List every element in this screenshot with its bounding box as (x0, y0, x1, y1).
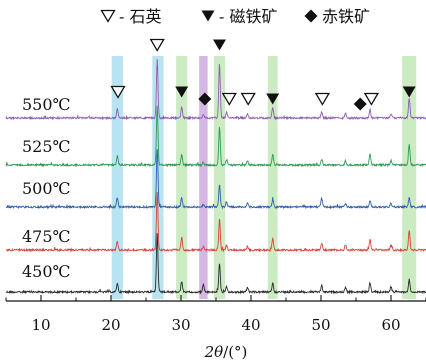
legend: - 石英 - 磁铁矿 赤铁矿 (100, 7, 370, 26)
legend-label: 赤铁矿 (322, 7, 370, 26)
quartz-marker-icon (221, 92, 237, 106)
quartz-marker-icon (240, 92, 256, 106)
xrd-series-line (5, 149, 426, 210)
xrd-series-line (5, 192, 426, 253)
x-axis: 10 20 30 40 50 60 (5, 295, 426, 334)
temperature-label: 475℃ (22, 227, 70, 246)
peak-band (267, 56, 278, 299)
x-tick-label: 20 (101, 316, 120, 334)
x-tick-label: 60 (381, 316, 400, 334)
xrd-series-line (5, 233, 426, 295)
legend-item: - 磁铁矿 (201, 7, 278, 26)
quartz-marker-icon (363, 92, 380, 106)
peak-band (111, 56, 123, 299)
x-axis-label: 2θ/(°) (204, 343, 248, 361)
legend-label: - 磁铁矿 (219, 7, 278, 26)
x-tick-label: 10 (31, 316, 50, 334)
magnetite-marker-icon (266, 93, 280, 105)
peak-markers (110, 38, 416, 111)
temperature-label: 550℃ (22, 95, 70, 114)
xrd-curves (5, 59, 426, 295)
legend-item: - 石英 (100, 7, 162, 26)
temperature-label: 500℃ (22, 179, 70, 198)
peak-bands (111, 56, 417, 299)
temperature-label: 525℃ (22, 137, 70, 156)
legend-label: - 石英 (119, 7, 162, 26)
quartz-marker-icon (149, 38, 165, 52)
peak-band (176, 56, 188, 299)
legend-item: 赤铁矿 (304, 7, 370, 26)
magnetite-marker-icon (402, 86, 416, 98)
open-triangle-icon (100, 9, 116, 23)
magnetite-marker-icon (213, 39, 226, 51)
filled-diamond-icon (304, 9, 318, 23)
x-tick-label: 50 (311, 316, 330, 334)
quartz-marker-icon (110, 85, 126, 99)
peak-band (199, 56, 208, 299)
filled-triangle-icon (201, 10, 215, 22)
hematite-marker-icon (198, 92, 212, 106)
magnetite-marker-icon (175, 86, 189, 98)
x-tick-label: 40 (241, 316, 260, 334)
x-tick-label: 30 (171, 316, 190, 334)
peak-band (213, 56, 226, 299)
xrd-series-line (5, 59, 426, 121)
xrd-series-line (5, 105, 426, 168)
hematite-marker-icon (353, 97, 367, 111)
curve-labels: 450℃ 475℃ 500℃ 525℃ 550℃ (22, 95, 70, 281)
quartz-marker-icon (314, 92, 331, 106)
temperature-label: 450℃ (22, 262, 70, 281)
